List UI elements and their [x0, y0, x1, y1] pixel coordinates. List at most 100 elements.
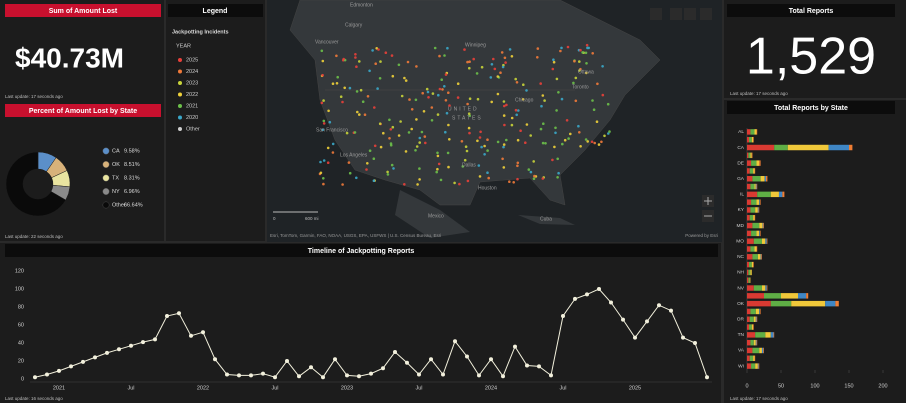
timeline-point — [357, 374, 361, 379]
incident-dot — [556, 157, 559, 161]
header-bar — [727, 101, 895, 114]
incident-dot — [466, 60, 469, 64]
timeline-point — [249, 373, 253, 378]
x-tick-label: 50 — [778, 383, 784, 389]
incident-dot — [578, 131, 581, 134]
incident-dot — [585, 43, 589, 47]
incident-dot — [373, 106, 376, 109]
panel-title: Legend — [203, 8, 228, 15]
incident-dot — [371, 49, 374, 52]
incident-dot — [403, 183, 406, 186]
timeline-point — [501, 374, 505, 379]
update-note: Last update: 17 seconds ago — [730, 91, 788, 96]
map-label: Los Angeles — [340, 152, 368, 158]
bar-segment — [759, 222, 763, 229]
incident-dot — [386, 170, 389, 174]
y-tick-label: KY — [738, 207, 745, 213]
incident-dot — [601, 65, 604, 68]
incident-dot — [480, 65, 484, 69]
incident-dot — [532, 160, 535, 163]
incident-dot — [355, 176, 358, 180]
bar-segment — [756, 160, 760, 166]
bar-segment — [747, 308, 751, 315]
incident-dot — [468, 66, 471, 70]
incident-dot — [596, 82, 599, 86]
incident-dot — [556, 176, 559, 179]
incident-dot — [403, 76, 406, 80]
incident-dot — [551, 67, 555, 71]
timeline-point — [537, 364, 541, 369]
incident-dot — [418, 136, 422, 140]
incident-dot — [326, 161, 330, 164]
incident-dot — [322, 159, 326, 162]
timeline-point — [81, 359, 85, 364]
incident-dot — [478, 175, 482, 178]
y-tick-label: 60 — [18, 322, 24, 328]
incident-dot — [559, 49, 562, 53]
incident-dot — [320, 101, 324, 105]
incident-dot — [390, 54, 394, 57]
incident-dot — [358, 113, 361, 116]
y-tick-label: 120 — [15, 268, 24, 274]
incident-dot — [448, 138, 451, 141]
incident-dot — [487, 176, 491, 180]
bar-segment — [749, 136, 752, 143]
incident-dot — [400, 94, 404, 98]
incident-dot — [336, 75, 340, 79]
layers-button[interactable] — [670, 8, 682, 20]
timeline-point — [117, 347, 121, 352]
map-label: Toronto — [572, 84, 589, 90]
big-value: $40.73M — [15, 42, 124, 73]
bar-segment — [751, 160, 757, 166]
timeline-point — [69, 364, 73, 369]
incident-dot — [516, 138, 520, 142]
incident-dot — [435, 170, 439, 174]
incident-dot — [388, 118, 391, 122]
bar-segment — [750, 246, 755, 252]
y-tick-label: OK — [737, 301, 745, 307]
x-tick-label: Jul — [127, 385, 134, 391]
incident-dot — [331, 142, 335, 146]
bar-segment — [759, 308, 760, 315]
bar-segment — [762, 222, 764, 229]
timeline-point — [393, 350, 397, 354]
bar-segment — [754, 168, 756, 174]
timeline-point — [345, 373, 349, 378]
bar-segment — [757, 191, 771, 198]
bar-segment — [753, 316, 756, 322]
header-bar — [5, 4, 161, 17]
list-button[interactable] — [684, 8, 696, 20]
search-button[interactable] — [650, 8, 662, 20]
legend-dot — [102, 188, 110, 195]
incident-dot — [587, 46, 590, 50]
legend-value: 8.31% — [124, 175, 140, 181]
map-label: Calgary — [345, 22, 363, 28]
incident-dot — [341, 183, 344, 186]
legend-dot — [102, 174, 110, 182]
incident-dot — [378, 77, 382, 80]
incident-dot — [353, 131, 357, 134]
incident-dot — [322, 99, 325, 102]
bar-segment — [747, 199, 752, 205]
basemap-button[interactable] — [700, 8, 712, 20]
bar-segment — [747, 355, 750, 362]
incident-dot — [397, 63, 401, 67]
incident-dot — [356, 110, 359, 114]
bar-segment — [754, 215, 756, 221]
incident-dot — [510, 55, 514, 58]
incident-dot — [516, 164, 519, 168]
incident-dot — [515, 81, 519, 84]
incident-dot — [501, 65, 505, 69]
incident-dot — [532, 177, 536, 180]
bar-segment — [747, 316, 750, 322]
bar-segment — [763, 222, 764, 229]
incident-dot — [443, 85, 446, 88]
bar-segment — [748, 277, 750, 283]
incident-dot — [516, 161, 520, 165]
incident-dot — [514, 108, 518, 112]
bar-segment — [763, 347, 764, 354]
timeline-point — [621, 317, 625, 322]
incident-dot — [430, 106, 434, 109]
incident-dot — [572, 81, 575, 85]
bar-segment — [753, 261, 754, 268]
